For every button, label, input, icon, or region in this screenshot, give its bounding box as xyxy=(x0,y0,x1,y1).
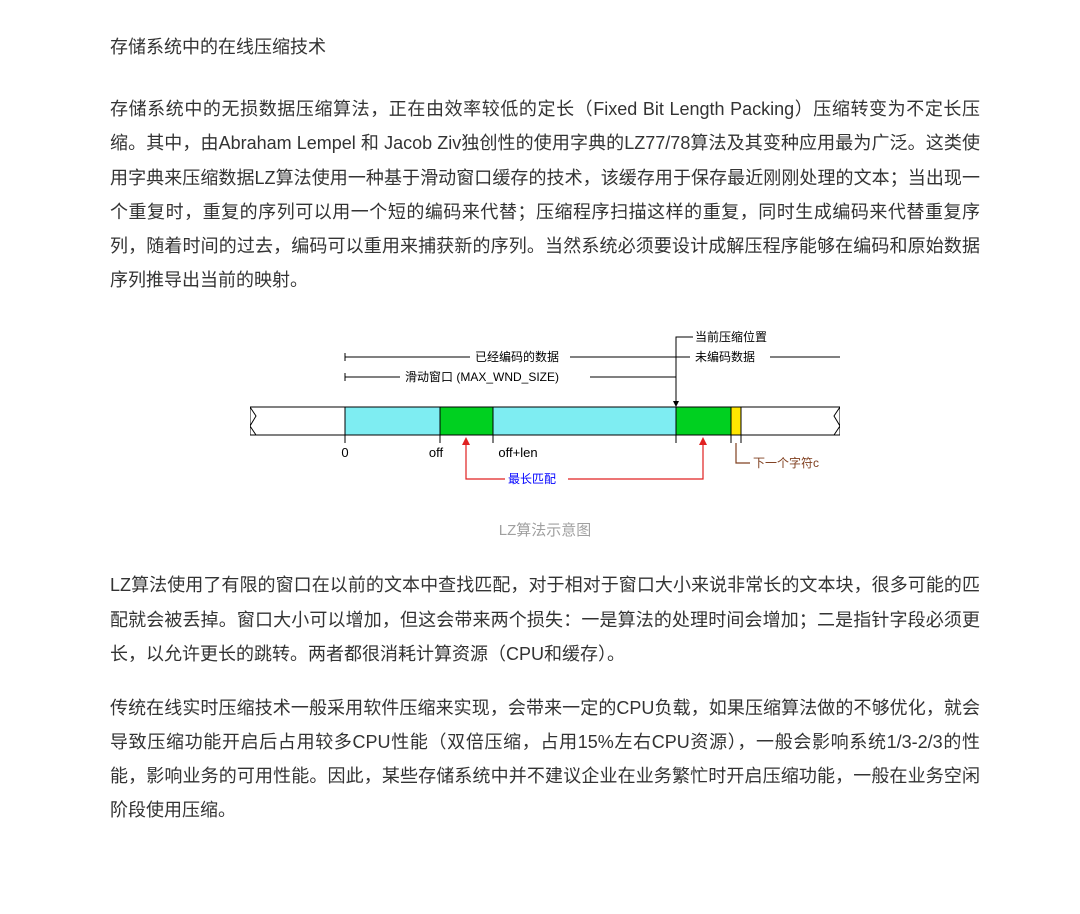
svg-text:off+len: off+len xyxy=(498,445,537,460)
svg-text:未编码数据: 未编码数据 xyxy=(695,349,755,364)
svg-text:当前压缩位置: 当前压缩位置 xyxy=(695,329,767,344)
section-title: 存储系统中的在线压缩技术 xyxy=(110,30,980,64)
lz-diagram: 当前压缩位置已经编码的数据 未编码数据滑动窗口 (MAX_WND_SIZE) 0 of… xyxy=(110,327,980,507)
svg-text:滑动窗口 (MAX_WND_SIZE): 滑动窗口 (MAX_WND_SIZE) xyxy=(405,370,559,384)
diagram-caption: LZ算法示意图 xyxy=(110,519,980,540)
svg-text:已经编码的数据: 已经编码的数据 xyxy=(475,349,559,364)
paragraph-2: LZ算法使用了有限的窗口在以前的文本中查找匹配，对于相对于窗口大小来说非常长的文… xyxy=(110,568,980,671)
svg-text:下一个字符c: 下一个字符c xyxy=(753,455,819,470)
paragraph-3: 传统在线实时压缩技术一般采用软件压缩来实现，会带来一定的CPU负载，如果压缩算法… xyxy=(110,691,980,828)
svg-text:off: off xyxy=(429,445,444,460)
svg-text:0: 0 xyxy=(341,445,348,460)
lz-diagram-svg: 当前压缩位置已经编码的数据 未编码数据滑动窗口 (MAX_WND_SIZE) 0 of… xyxy=(250,327,840,507)
svg-text:最长匹配: 最长匹配 xyxy=(508,472,556,486)
paragraph-1: 存储系统中的无损数据压缩算法，正在由效率较低的定长（Fixed Bit Leng… xyxy=(110,92,980,297)
